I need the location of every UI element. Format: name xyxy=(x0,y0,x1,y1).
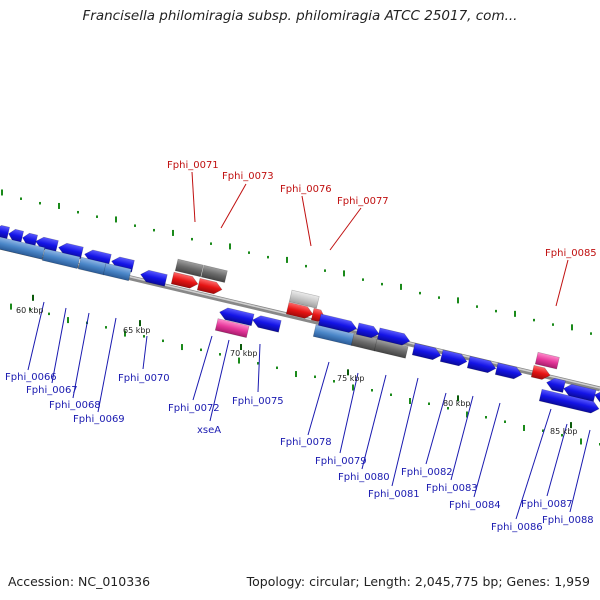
cds-forward-left xyxy=(0,225,10,240)
leader-line xyxy=(97,317,117,413)
scale-label: 80 kbp xyxy=(443,399,471,408)
cds-forward-right xyxy=(355,322,380,339)
gene-label: Fphi_0084 xyxy=(449,500,501,511)
cds-forward-right xyxy=(494,362,523,380)
gene-label: Fphi_0083 xyxy=(426,483,478,494)
trna-xsea xyxy=(214,318,250,338)
leader-line xyxy=(546,423,568,497)
leader-line xyxy=(301,195,312,247)
scale-label: 75 kbp xyxy=(337,374,365,383)
cds-reverse xyxy=(77,256,107,276)
leader-line xyxy=(425,392,447,465)
gene-label: Fphi_0075 xyxy=(232,396,284,407)
rna-fphi-0085 xyxy=(530,364,551,380)
cds-forward-right xyxy=(411,342,442,361)
leader-line xyxy=(220,183,247,229)
gene-fphi-0080 xyxy=(373,338,409,359)
leader-line xyxy=(72,312,90,399)
gene-features xyxy=(0,225,600,414)
leader-line xyxy=(257,343,261,393)
leader-line xyxy=(329,207,362,251)
scale-label: 65 kbp xyxy=(123,326,151,335)
cds-fphi-0086 xyxy=(546,377,566,393)
gene-label: Fphi_0082 xyxy=(401,467,453,478)
gene-label: Fphi_0071 xyxy=(167,160,219,171)
gene-label: Fphi_0070 xyxy=(118,373,170,384)
cds-fphi-0070 xyxy=(140,269,168,287)
cds-forward-right xyxy=(466,355,497,374)
cds-reverse xyxy=(41,248,81,269)
leader-line xyxy=(555,259,569,307)
gene-label: xseA xyxy=(197,425,221,436)
rna-fphi-0071 xyxy=(170,271,199,289)
leader-line xyxy=(339,372,359,454)
gene-label: Fphi_0086 xyxy=(491,522,543,533)
gene-fphi-0076 xyxy=(288,289,320,309)
leader-line xyxy=(192,335,213,401)
cds-fphi-0088-lower xyxy=(538,388,600,414)
gene-label: Fphi_0069 xyxy=(73,414,125,425)
map-title: Francisella philomiragia subsp. philomir… xyxy=(82,8,518,24)
gene-label: Fphi_0079 xyxy=(315,456,367,467)
leader-line xyxy=(473,402,501,498)
gene-label: Fphi_0088 xyxy=(542,515,594,526)
gene-label: Fphi_0072 xyxy=(168,403,220,414)
gene-fphi-0071 xyxy=(174,258,204,278)
gene-label: Fphi_0085 xyxy=(545,248,597,259)
cds-forward-right xyxy=(317,313,358,334)
gene-label: Fphi_0073 xyxy=(222,171,274,182)
gene-label: Fphi_0068 xyxy=(49,400,101,411)
leader-line xyxy=(142,335,148,370)
leader-line xyxy=(391,377,419,487)
leader-line xyxy=(191,171,196,223)
leader-line xyxy=(450,395,474,481)
rna-fphi-0073 xyxy=(196,277,223,295)
genome-summary-text: Topology: circular; Length: 2,045,775 bp… xyxy=(246,574,590,589)
leader-line xyxy=(569,429,591,513)
leader-line xyxy=(209,339,230,422)
scale-labels: 60 kbp 65 kbp 70 kbp 75 kbp 80 kbp 85 kbp xyxy=(16,306,578,436)
gene-label: Fphi_0081 xyxy=(368,489,420,500)
gene-label: Fphi_0087 xyxy=(521,499,573,510)
cds-reverse xyxy=(102,262,132,282)
trna-fphi-0085 xyxy=(534,351,560,370)
leader-line xyxy=(515,408,552,520)
scale-label: 70 kbp xyxy=(230,349,258,358)
leader-line xyxy=(307,361,330,436)
cds-fphi-0072 xyxy=(219,307,255,327)
cds-reverse xyxy=(0,236,46,260)
gene-label: Fphi_0077 xyxy=(337,196,389,207)
gene-label: Fphi_0076 xyxy=(280,184,332,195)
label-leader-lines xyxy=(27,171,591,520)
cds-forward-right xyxy=(439,349,468,367)
leader-line xyxy=(361,374,387,470)
accession-text: Accession: NC_010336 xyxy=(8,574,151,589)
gene-label: Fphi_0067 xyxy=(26,385,78,396)
scale-label: 85 kbp xyxy=(550,427,578,436)
cds-fphi-0075 xyxy=(252,315,282,333)
gene-label: Fphi_0080 xyxy=(338,472,390,483)
scale-label: 60 kbp xyxy=(16,306,44,315)
cds-forward-right xyxy=(376,327,411,346)
gene-label: Fphi_0066 xyxy=(5,372,57,383)
gene-label: Fphi_0078 xyxy=(280,437,332,448)
rna-fphi-0076 xyxy=(285,302,314,319)
leader-line xyxy=(27,301,45,371)
gene-fphi-0073 xyxy=(200,264,228,283)
leader-line xyxy=(51,307,67,384)
